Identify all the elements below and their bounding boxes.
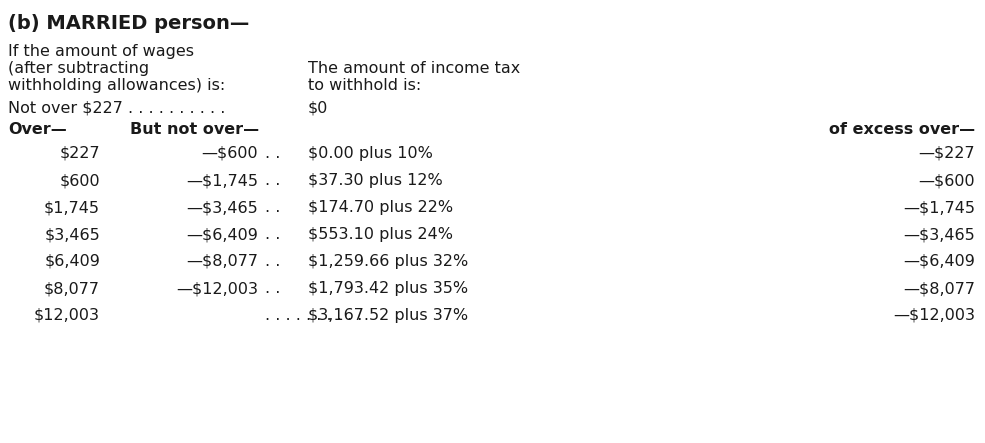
Text: $3,167.52 plus 37%: $3,167.52 plus 37% [308,308,468,323]
Text: $174.70 plus 22%: $174.70 plus 22% [308,200,453,215]
Text: withholding allowances) is:: withholding allowances) is: [8,78,226,93]
Text: $6,409: $6,409 [44,254,100,269]
Text: $37.30 plus 12%: $37.30 plus 12% [308,173,442,188]
Text: (b) MARRIED person—: (b) MARRIED person— [8,14,249,33]
Text: —$8,077: —$8,077 [186,254,258,269]
Text: . .: . . [265,146,281,161]
Text: —$12,003: —$12,003 [893,308,975,323]
Text: —$6,409: —$6,409 [186,227,258,242]
Text: —$1,745: —$1,745 [903,200,975,215]
Text: . .: . . [265,173,281,188]
Text: $3,465: $3,465 [44,227,100,242]
Text: —$227: —$227 [918,146,975,161]
Text: . .: . . [265,227,281,242]
Text: $8,077: $8,077 [44,281,100,296]
Text: —$8,077: —$8,077 [903,281,975,296]
Text: If the amount of wages: If the amount of wages [8,44,194,59]
Text: of excess over—: of excess over— [828,122,975,137]
Text: . .: . . [265,254,281,269]
Text: Not over $227 . . . . . . . . . .: Not over $227 . . . . . . . . . . [8,100,226,115]
Text: $12,003: $12,003 [34,308,100,323]
Text: $1,793.42 plus 35%: $1,793.42 plus 35% [308,281,468,296]
Text: The amount of income tax: The amount of income tax [308,61,520,76]
Text: $227: $227 [59,146,100,161]
Text: —$1,745: —$1,745 [186,173,258,188]
Text: Over—: Over— [8,122,67,137]
Text: $1,259.66 plus 32%: $1,259.66 plus 32% [308,254,468,269]
Text: But not over—: But not over— [130,122,259,137]
Text: . . . . . . . . . .: . . . . . . . . . . [265,308,362,323]
Text: —$12,003: —$12,003 [176,281,258,296]
Text: . .: . . [265,281,281,296]
Text: —$3,465: —$3,465 [186,200,258,215]
Text: . .: . . [265,200,281,215]
Text: (after subtracting: (after subtracting [8,61,149,76]
Text: —$6,409: —$6,409 [903,254,975,269]
Text: —$3,465: —$3,465 [903,227,975,242]
Text: $600: $600 [59,173,100,188]
Text: $0: $0 [308,100,328,115]
Text: to withhold is:: to withhold is: [308,78,422,93]
Text: $0.00 plus 10%: $0.00 plus 10% [308,146,432,161]
Text: $553.10 plus 24%: $553.10 plus 24% [308,227,453,242]
Text: —$600: —$600 [201,146,258,161]
Text: $1,745: $1,745 [44,200,100,215]
Text: —$600: —$600 [918,173,975,188]
